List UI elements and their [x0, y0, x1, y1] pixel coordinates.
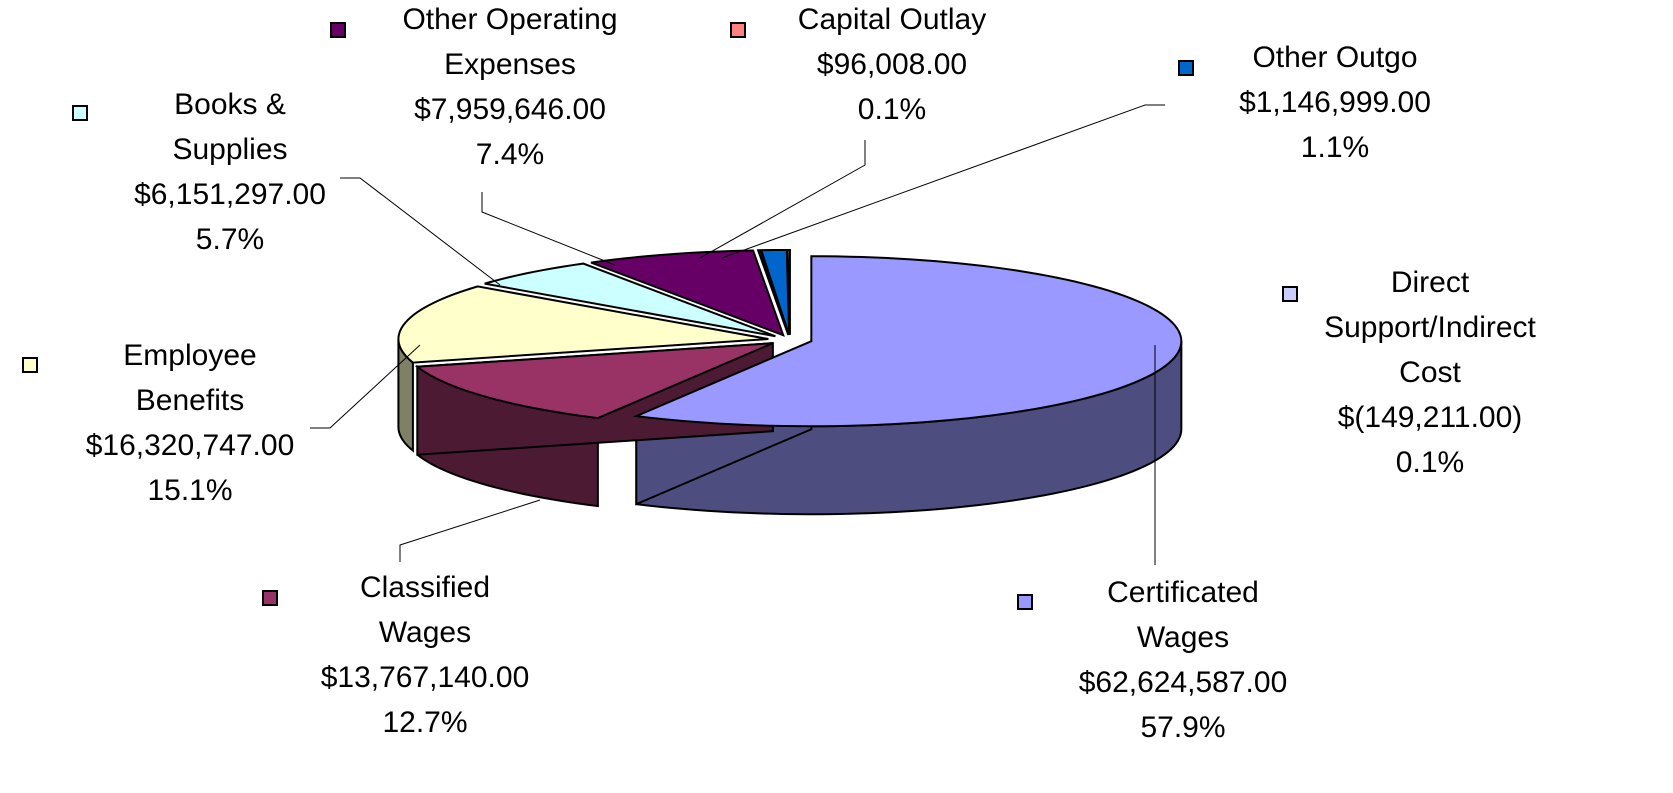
label-value: $13,767,140.00: [320, 661, 530, 694]
label-name: Books & Supplies: [172, 88, 288, 166]
data-label: Certificated Wages $62,624,587.00 57.9%: [983, 570, 1383, 750]
data-label: Other Outgo $1,146,999.00 1.1%: [1135, 35, 1535, 170]
slice: [397, 285, 769, 364]
label-percent: 12.7%: [382, 706, 468, 739]
label-percent: 0.1%: [857, 93, 927, 126]
leader-line: [481, 192, 616, 266]
slice: [414, 342, 774, 420]
label-name: Employee Benefits: [123, 339, 257, 417]
label-name: Other Operating Expenses: [402, 3, 618, 81]
label-name: Other Outgo: [1252, 41, 1418, 74]
data-label: Classified Wages $13,767,140.00 12.7%: [225, 565, 625, 745]
label-name: Classified Wages: [359, 571, 491, 649]
legend-swatch: [262, 590, 278, 606]
legend-swatch: [1178, 60, 1194, 76]
label-value: $1,146,999.00: [1239, 86, 1431, 119]
label-value: $(149,211.00): [1337, 401, 1523, 434]
data-label: Books & Supplies $6,151,297.00 5.7%: [30, 82, 430, 262]
leader-line: [340, 177, 501, 286]
label-percent: 1.1%: [1300, 131, 1370, 164]
slice: [484, 262, 776, 338]
label-value: $7,959,646.00: [414, 93, 606, 126]
label-name: Capital Outlay: [797, 3, 987, 36]
legend-swatch: [1282, 286, 1298, 302]
label-percent: 57.9%: [1140, 711, 1226, 744]
leader-line: [399, 499, 541, 562]
data-label: Direct Support/Indirect Cost $(149,211.00…: [1230, 260, 1630, 485]
slice: [632, 255, 1183, 428]
label-percent: 0.1%: [1395, 446, 1465, 479]
label-value: $62,624,587.00: [1078, 666, 1288, 699]
label-percent: 15.1%: [147, 474, 233, 507]
label-name: Direct Support/Indirect Cost: [1324, 266, 1536, 389]
label-value: $6,151,297.00: [134, 178, 326, 211]
label-value: $16,320,747.00: [85, 429, 295, 462]
legend-swatch: [1017, 594, 1033, 610]
leader-line: [721, 104, 1165, 259]
data-label: Capital Outlay $96,008.00 0.1%: [692, 0, 1092, 132]
label-value: $96,008.00: [816, 48, 968, 81]
data-label: Other Operating Expenses $7,959,646.00 7.4…: [310, 0, 710, 177]
legend-swatch: [72, 105, 88, 121]
slice: [590, 249, 785, 337]
label-name: Certificated Wages: [1107, 576, 1259, 654]
slice: [786, 248, 791, 335]
label-percent: 7.4%: [475, 138, 545, 171]
data-label: Employee Benefits $16,320,747.00 15.1%: [0, 333, 390, 513]
legend-swatch: [22, 357, 38, 373]
leader-line: [310, 344, 421, 429]
legend-swatch: [730, 22, 746, 38]
leader-line: [699, 140, 866, 259]
label-percent: 5.7%: [195, 223, 265, 256]
legend-swatch: [330, 22, 346, 38]
